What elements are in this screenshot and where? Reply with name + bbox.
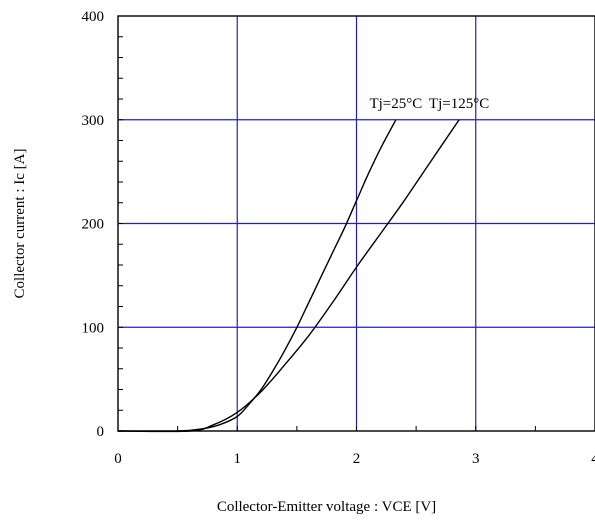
y-tick-label: 100 <box>82 320 105 336</box>
x-axis-title: Collector-Emitter voltage : VCE [V] <box>217 499 436 515</box>
x-tick-label: 0 <box>114 451 122 467</box>
x-tick-label: 4 <box>591 451 595 467</box>
y-tick-label: 200 <box>82 217 105 233</box>
series-annotations: Tj=25°C Tj=125°C <box>369 96 489 112</box>
series-curves <box>117 119 460 433</box>
x-tick-label: 3 <box>472 451 480 467</box>
y-tick-label: 0 <box>97 424 105 440</box>
series-line-1 <box>117 119 397 432</box>
series-label-2: Tj=125°C <box>429 96 489 112</box>
y-tick-label: 300 <box>82 113 105 129</box>
series-line-2 <box>117 119 460 433</box>
y-axis-title: Collector current : Ic [A] <box>12 149 28 299</box>
tick-labels: 0 1 2 3 4 0 100 200 300 400 <box>82 9 595 467</box>
x-tick-label: 1 <box>234 451 242 467</box>
y-tick-label: 400 <box>82 9 105 25</box>
grid <box>118 16 595 431</box>
x-tick-label: 2 <box>353 451 361 467</box>
series-label-1: Tj=25°C <box>369 96 422 112</box>
axis-ticks <box>117 15 595 432</box>
plot-frame <box>117 15 595 432</box>
